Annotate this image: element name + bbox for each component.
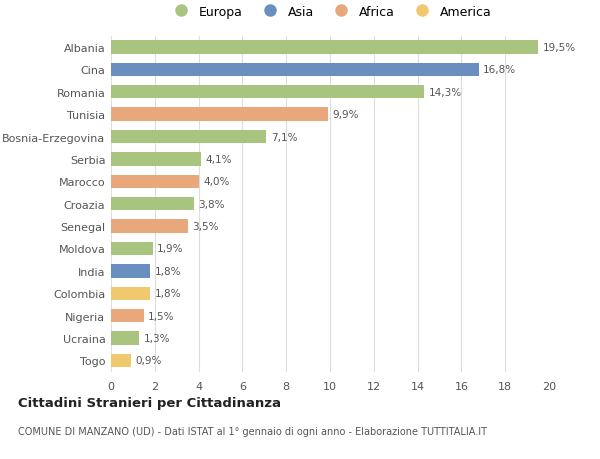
Bar: [111, 331, 139, 345]
Bar: [111, 175, 199, 189]
Bar: [111, 309, 144, 323]
Bar: [111, 220, 188, 233]
Bar: [111, 63, 479, 77]
Text: 14,3%: 14,3%: [428, 88, 461, 98]
Bar: [111, 264, 151, 278]
Text: 9,9%: 9,9%: [332, 110, 359, 120]
Text: 0,9%: 0,9%: [135, 356, 161, 366]
Text: 4,0%: 4,0%: [203, 177, 229, 187]
Bar: [111, 287, 151, 300]
Text: 1,9%: 1,9%: [157, 244, 184, 254]
Text: Cittadini Stranieri per Cittadinanza: Cittadini Stranieri per Cittadinanza: [18, 396, 281, 409]
Text: 4,1%: 4,1%: [205, 155, 232, 165]
Bar: [111, 197, 194, 211]
Text: 3,8%: 3,8%: [199, 199, 225, 209]
Text: 7,1%: 7,1%: [271, 132, 298, 142]
Bar: [111, 354, 131, 367]
Text: 1,3%: 1,3%: [144, 333, 170, 343]
Bar: [111, 153, 201, 166]
Bar: [111, 130, 266, 144]
Text: 1,8%: 1,8%: [155, 289, 181, 299]
Text: COMUNE DI MANZANO (UD) - Dati ISTAT al 1° gennaio di ogni anno - Elaborazione TU: COMUNE DI MANZANO (UD) - Dati ISTAT al 1…: [18, 426, 487, 436]
Text: 3,5%: 3,5%: [192, 222, 218, 232]
Text: 1,8%: 1,8%: [155, 266, 181, 276]
Text: 16,8%: 16,8%: [484, 65, 517, 75]
Bar: [111, 108, 328, 122]
Bar: [111, 242, 152, 256]
Bar: [111, 41, 538, 55]
Legend: Europa, Asia, Africa, America: Europa, Asia, Africa, America: [164, 1, 496, 24]
Text: 1,5%: 1,5%: [148, 311, 175, 321]
Bar: [111, 86, 424, 99]
Text: 19,5%: 19,5%: [542, 43, 575, 53]
